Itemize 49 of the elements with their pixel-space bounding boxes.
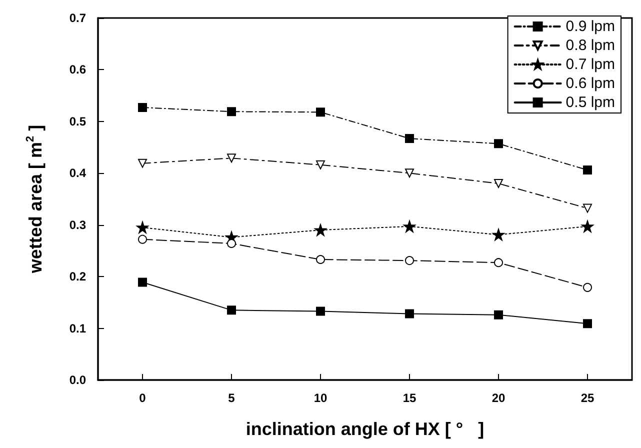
point <box>492 228 504 241</box>
point <box>136 221 148 234</box>
point <box>582 220 594 232</box>
legend-label: 0.8 lpm <box>566 37 616 54</box>
x-tick-label: 5 <box>228 391 236 405</box>
point <box>227 306 236 315</box>
point <box>316 306 325 316</box>
x-tick-label: 10 <box>314 391 328 405</box>
point <box>314 224 326 236</box>
point <box>316 160 325 170</box>
y-tick-label: 0.3 <box>69 218 86 232</box>
point <box>138 102 147 112</box>
point <box>583 204 592 213</box>
point <box>316 108 325 117</box>
x-tick-label: 0 <box>139 391 146 405</box>
y-tick-label: 0.2 <box>69 270 86 284</box>
y-axis-title: wetted area [ m2 ] <box>24 124 46 274</box>
point <box>405 134 414 143</box>
x-tick-label: 20 <box>492 391 506 405</box>
point <box>405 168 414 178</box>
point <box>583 319 592 328</box>
legend-label: 0.6 lpm <box>566 75 616 92</box>
x-tick-label: 15 <box>402 391 416 405</box>
legend-label: 0.9 lpm <box>566 18 616 35</box>
point <box>405 309 414 318</box>
y-tick-label: 0.7 <box>69 11 86 25</box>
y-tick-label: 0.0 <box>69 373 86 387</box>
legend-label: 0.7 lpm <box>566 56 616 73</box>
point <box>405 256 414 266</box>
point <box>316 255 325 264</box>
point <box>138 278 147 287</box>
point <box>404 220 416 232</box>
legend-label: 0.5 lpm <box>566 94 616 111</box>
point <box>138 158 147 168</box>
point <box>494 310 503 320</box>
point <box>583 282 592 292</box>
y-tick-label: 0.1 <box>69 321 86 336</box>
y-tick-label: 0.5 <box>69 114 86 128</box>
point <box>494 139 503 148</box>
point <box>227 107 236 116</box>
y-tick-label: 0.6 <box>69 62 86 77</box>
point <box>583 166 592 175</box>
y-tick-label: 0.4 <box>69 166 86 180</box>
point <box>494 258 503 268</box>
x-tick-label: 25 <box>580 391 594 405</box>
x-axis-title: inclination angle of HX [ ° ] <box>246 419 484 439</box>
point <box>494 178 503 188</box>
point <box>227 154 236 163</box>
point <box>138 234 147 244</box>
